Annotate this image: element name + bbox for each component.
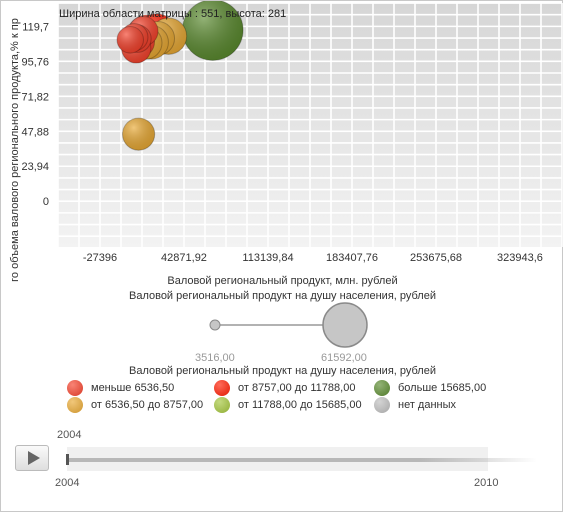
- legend-item: нет данных: [374, 397, 456, 413]
- size-legend-min-label: 3516,00: [195, 352, 235, 364]
- legend-label: меньше 6536,50: [91, 382, 175, 394]
- bubble-shade: [182, 1, 244, 61]
- legend-item: больше 15685,00: [374, 380, 486, 396]
- timeline-end-year: 2010: [474, 477, 499, 489]
- x-axis-ticks: -27396 42871,92 113139,84 183407,76 253675,6…: [83, 252, 543, 264]
- timeline-start-year: 2004: [55, 477, 80, 489]
- legend-item: меньше 6536,50: [67, 380, 174, 396]
- legend-label: от 6536,50 до 8757,00: [91, 399, 204, 411]
- y-tick-label: 0: [43, 196, 49, 208]
- bubble[interactable]: [122, 117, 156, 151]
- y-tick-label: 71,82: [21, 91, 49, 103]
- y-tick-label: 119,7: [22, 21, 49, 33]
- size-legend: 3516,00 61592,00: [195, 299, 381, 369]
- bubbles: [116, 1, 244, 151]
- size-legend-max-bubble: [322, 302, 368, 348]
- timeline-slider-handle[interactable]: [66, 454, 69, 465]
- legend-label: больше 15685,00: [398, 382, 487, 394]
- matrix-size-note: Ширина области матрицы : 551, высота: 28…: [59, 8, 287, 20]
- size-legend-max-label: 61592,00: [321, 352, 367, 364]
- y-tick-label: 95,76: [21, 56, 49, 68]
- play-button[interactable]: [15, 445, 49, 471]
- legend-label: нет данных: [398, 399, 457, 411]
- x-tick-label: 42871,92: [161, 252, 207, 264]
- legend-label: от 11788,00 до 15685,00: [238, 399, 362, 411]
- size-legend-min-bubble: [209, 319, 221, 331]
- legend-swatch-icon: [374, 380, 390, 396]
- x-tick-label: 253675,68: [410, 252, 462, 264]
- timeline: 2004 2004 2010: [15, 429, 545, 491]
- x-tick-label: 323943,6: [497, 252, 543, 264]
- bubble-shade: [116, 26, 144, 54]
- timeline-track[interactable]: [67, 458, 537, 462]
- y-tick-label: 23,94: [21, 161, 49, 173]
- legend-swatch-icon: [374, 397, 390, 413]
- bubble[interactable]: [181, 1, 244, 61]
- bubble[interactable]: [116, 26, 144, 54]
- y-tick-label: 47,88: [21, 126, 49, 138]
- y-axis-ticks: 0 23,94 47,88 71,82 95,76 119,7: [21, 21, 49, 208]
- legend-label: от 8757,00 до 11788,00: [238, 382, 356, 394]
- legend-item: от 8757,00 до 11788,00: [214, 380, 355, 396]
- play-icon: [27, 451, 40, 465]
- y-axis-title: го объема валового регионального продукт…: [9, 18, 21, 282]
- legend-swatch-icon: [67, 397, 83, 413]
- color-legend-title: Валовой региональный продукт на душу нас…: [128, 365, 436, 377]
- x-tick-label: 113139,84: [242, 252, 293, 264]
- color-legend: меньше 6536,50 от 6536,50 до 8757,00 от …: [67, 380, 527, 414]
- x-tick-label: -27396: [83, 252, 117, 264]
- x-axis-title: Валовой региональный продукт, млн. рубле…: [167, 275, 398, 287]
- timeline-current-year: 2004: [57, 429, 82, 441]
- legend-item: от 6536,50 до 8757,00: [67, 397, 203, 413]
- x-tick-label: 183407,76: [326, 252, 378, 264]
- size-legend-graphic: [209, 302, 368, 348]
- legend-item: от 11788,00 до 15685,00: [214, 397, 362, 413]
- size-legend-title: Валовой региональный продукт на душу нас…: [128, 290, 436, 302]
- bubble-chart: -27396 42871,92 113139,84 183407,76 253675,6…: [21, 1, 563, 264]
- legend-swatch-icon: [214, 397, 230, 413]
- legend-swatch-icon: [214, 380, 230, 396]
- legend-swatch-icon: [67, 380, 83, 396]
- bubble-shade: [122, 118, 155, 151]
